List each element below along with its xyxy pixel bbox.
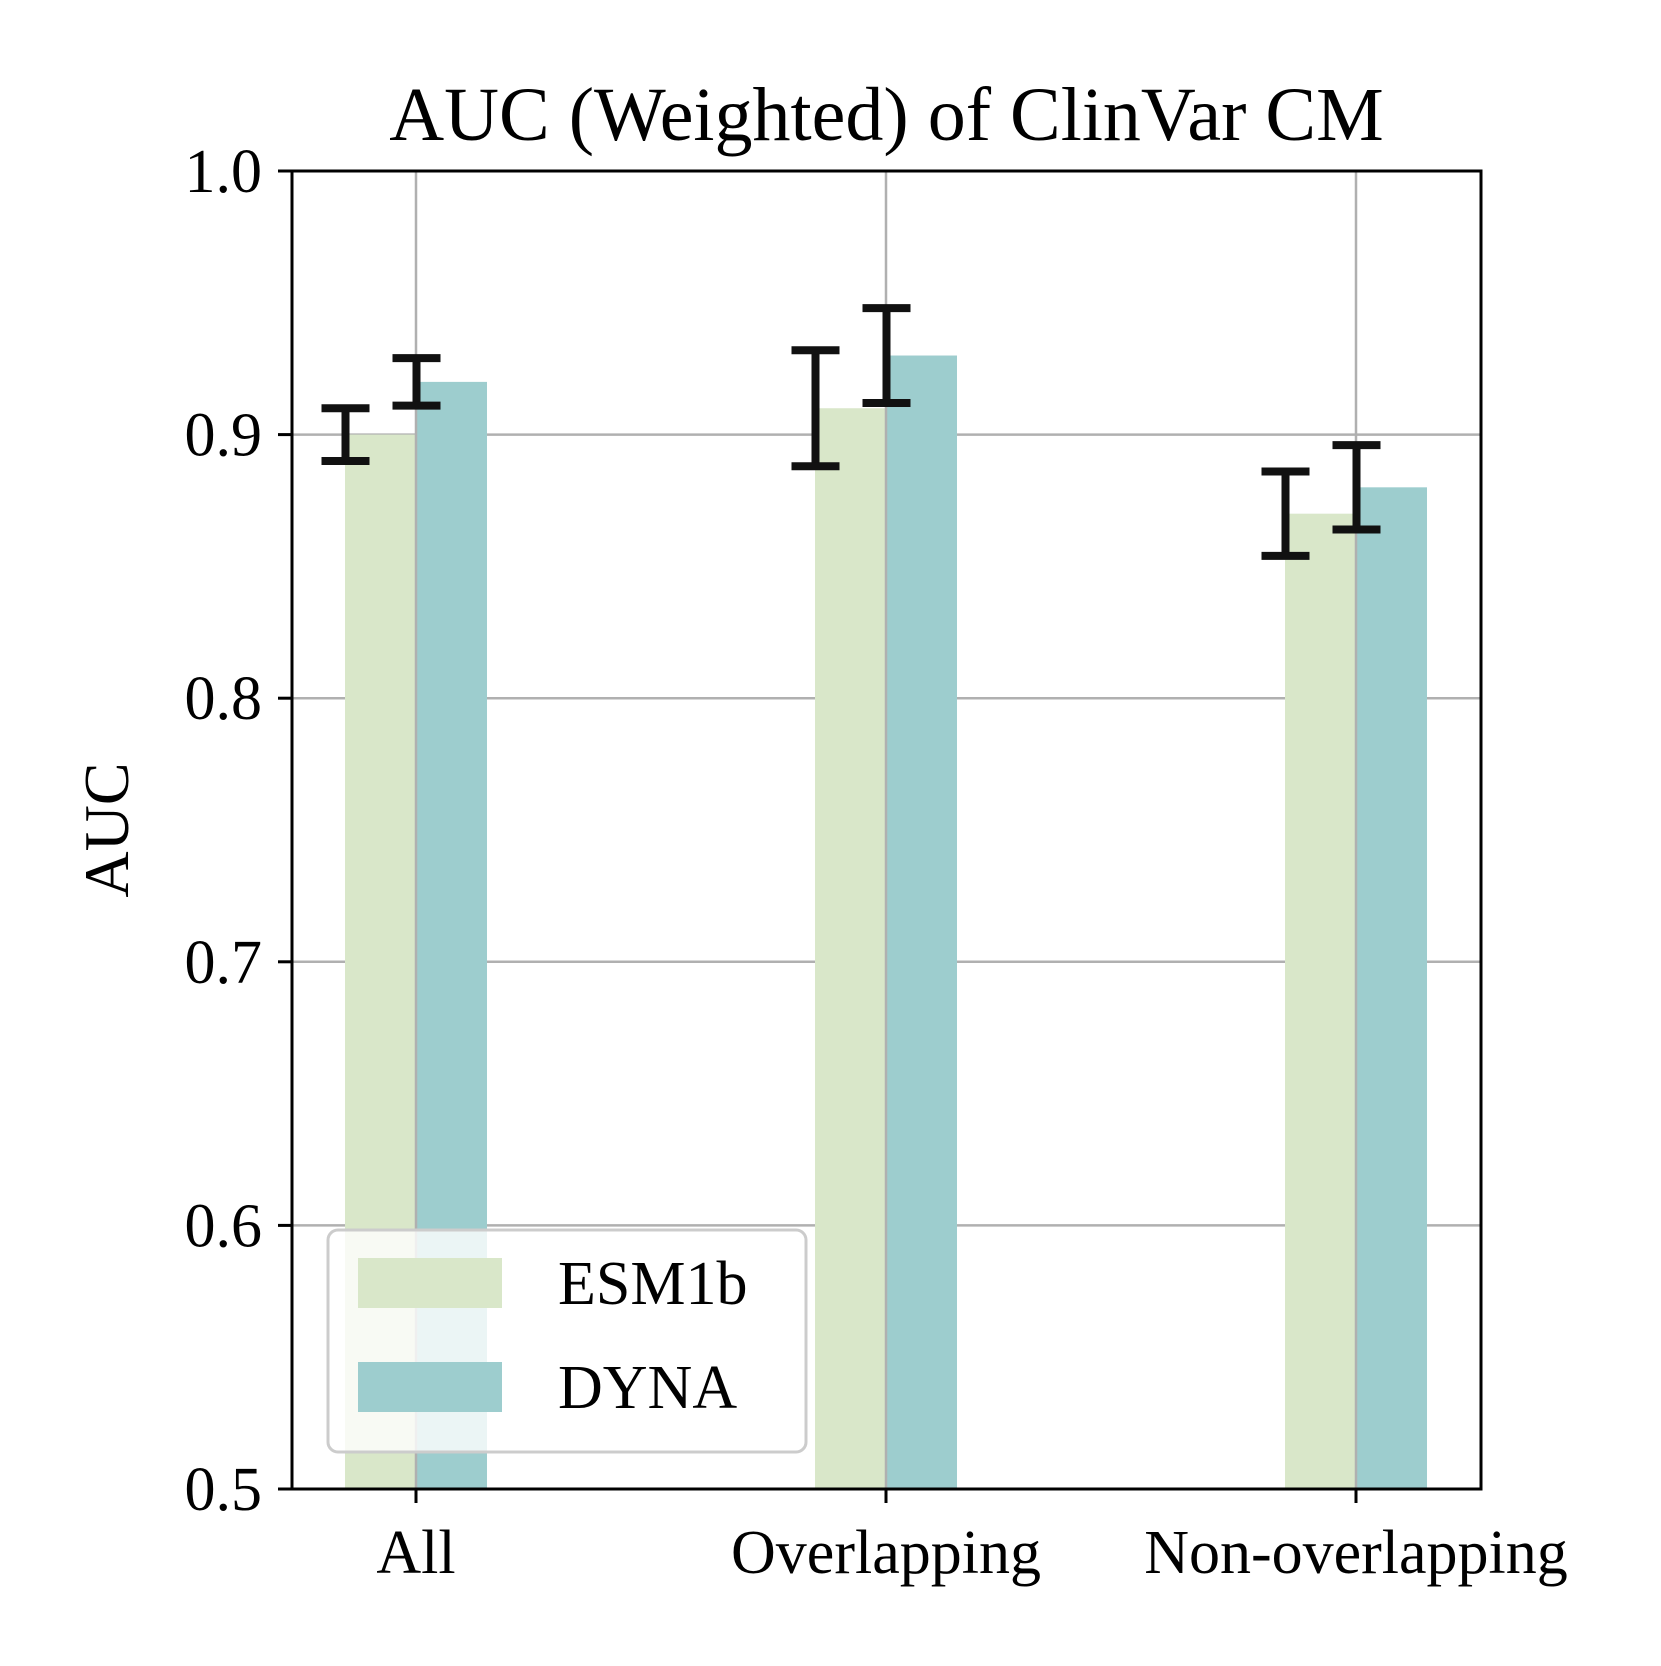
legend-swatch-dyna — [358, 1362, 502, 1412]
x-tick-label-overlapping: Overlapping — [731, 1519, 1041, 1587]
legend-label-esm1b: ESM1b — [558, 1250, 747, 1318]
tick-layer: 0.5 0.6 0.7 0.8 0.9 1.0 All Overlapping Non-over… — [185, 138, 1568, 1587]
error-bar-dyna-overlapping — [862, 304, 911, 407]
error-bar-esm1b-overlapping — [791, 346, 840, 471]
bar-esm1b-overlapping — [815, 408, 886, 1489]
legend-swatch-esm1b — [358, 1258, 502, 1308]
x-tick-label-all: All — [376, 1519, 455, 1587]
bar-dyna-non-overlapping — [1356, 487, 1427, 1489]
error-bar-layer — [321, 304, 1381, 560]
y-tick-label: 0.9 — [185, 402, 263, 470]
error-bar-dyna-non-overlapping — [1332, 441, 1381, 534]
y-tick-label: 0.8 — [185, 665, 263, 733]
y-tick-label: 0.5 — [185, 1456, 263, 1524]
legend-label-dyna: DYNA — [558, 1354, 737, 1422]
y-axis-label: AUC — [71, 762, 142, 897]
bar-layer — [345, 355, 1427, 1490]
x-tick-label-non-overlapping: Non-overlapping — [1144, 1519, 1568, 1587]
y-tick-label: 0.6 — [185, 1192, 263, 1260]
error-bar-dyna-all — [392, 354, 441, 410]
y-tick-label: 1.0 — [185, 138, 263, 206]
bar-dyna-overlapping — [886, 355, 957, 1489]
y-tick-label: 0.7 — [185, 929, 263, 997]
error-bar-esm1b-non-overlapping — [1261, 467, 1310, 560]
bar-esm1b-non-overlapping — [1285, 513, 1356, 1489]
legend: ESM1b DYNA — [326, 1228, 808, 1454]
chart-title: AUC (Weighted) of ClinVar CM — [389, 73, 1383, 157]
error-bar-esm1b-all — [321, 404, 370, 465]
